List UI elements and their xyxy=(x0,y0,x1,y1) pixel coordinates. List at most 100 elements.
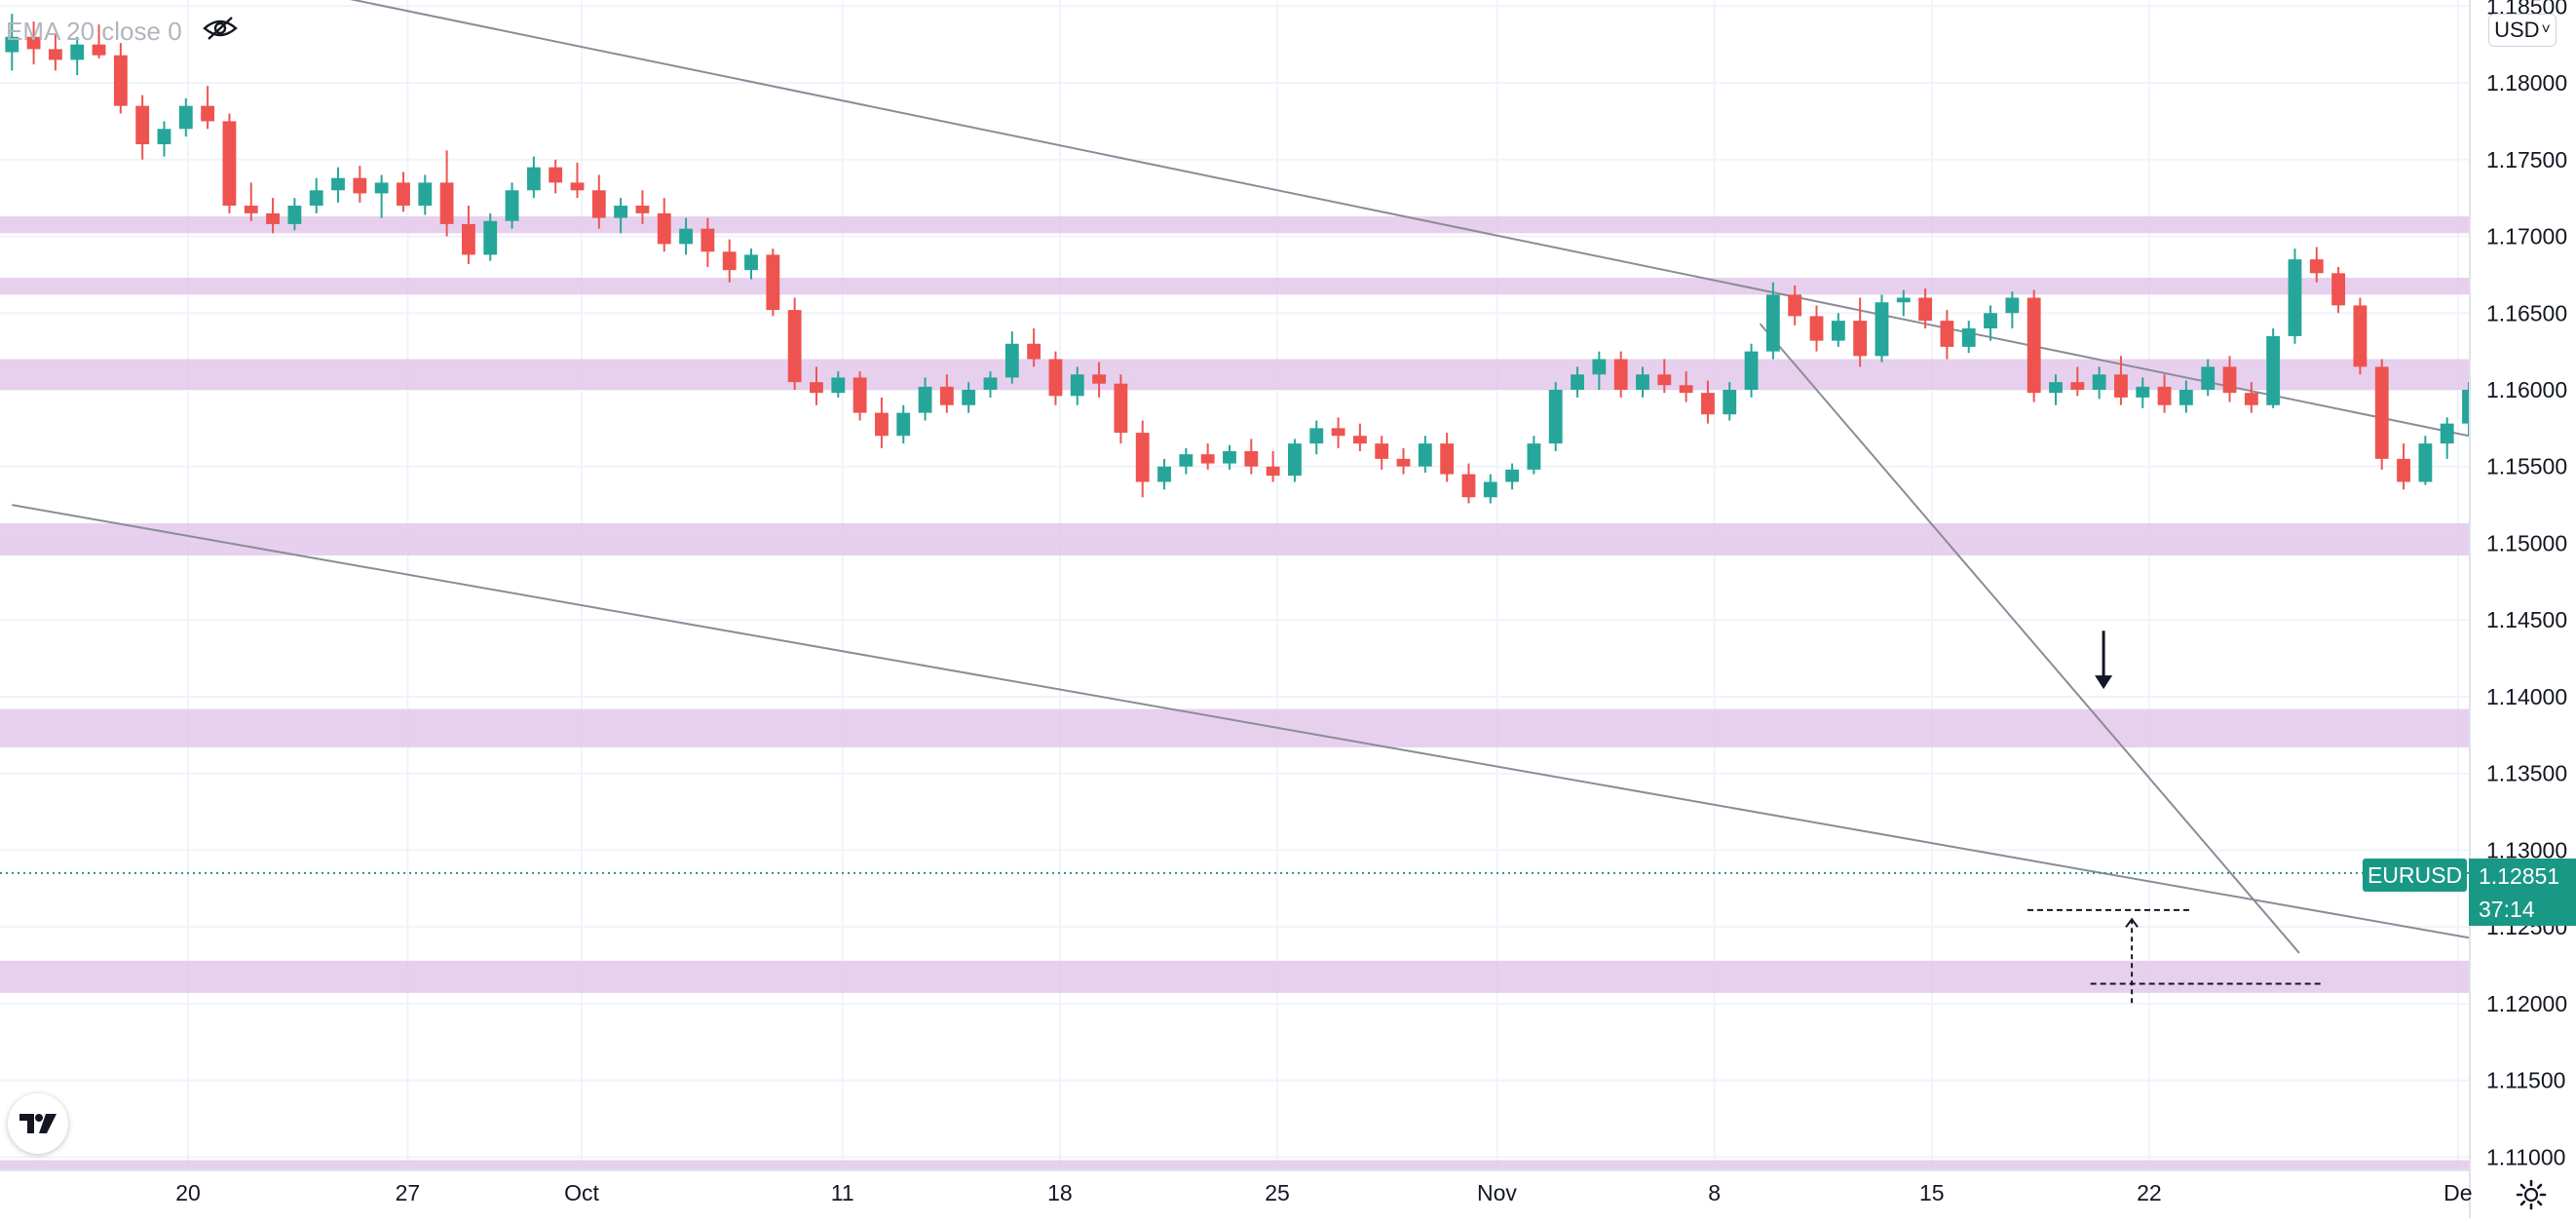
candle-body xyxy=(744,254,758,271)
price-tick-label: 1.16500 xyxy=(2486,300,2567,325)
price-tick-label: 1.15000 xyxy=(2486,530,2567,555)
trendlines xyxy=(12,0,2470,954)
candle-body xyxy=(266,212,280,224)
time-axis xyxy=(0,1169,2469,1218)
candle-body xyxy=(1375,443,1389,459)
trendline xyxy=(349,0,2470,438)
candle-body xyxy=(2136,386,2150,398)
candle-body xyxy=(1984,313,1997,329)
candle-body xyxy=(2418,443,2433,482)
candle-body xyxy=(374,182,389,194)
candle-body xyxy=(1092,374,1106,384)
price-tick-label: 1.17000 xyxy=(2486,224,2567,249)
candle-body xyxy=(2353,305,2368,367)
candle-body xyxy=(1831,321,1845,341)
indicator-legend[interactable]: EMA 20 close 0 xyxy=(6,14,239,49)
candle-body xyxy=(461,223,475,255)
candle-body xyxy=(505,190,519,221)
candle-body xyxy=(1244,450,1259,467)
candle-body xyxy=(331,177,345,191)
candle-body xyxy=(787,310,802,383)
candle-body xyxy=(439,182,454,224)
time-tick-label: De xyxy=(2443,1180,2472,1205)
candle-body xyxy=(1048,359,1063,397)
candle-body xyxy=(1070,374,1084,397)
candle-body xyxy=(1527,443,1541,470)
price-tick-label: 1.14500 xyxy=(2486,607,2567,632)
time-tick-label: 11 xyxy=(831,1180,854,1205)
time-tick-label: 20 xyxy=(175,1180,201,1205)
candle-body xyxy=(635,206,650,213)
indicator-label[interactable]: EMA 20 close 0 xyxy=(6,16,182,46)
candle-body xyxy=(1505,469,1520,482)
candlesticks xyxy=(5,14,2576,504)
candle-body xyxy=(1135,433,1150,482)
candle-body xyxy=(1918,297,1933,322)
candle-body xyxy=(939,386,954,405)
candle-body xyxy=(1765,294,1780,352)
candle-body xyxy=(2244,393,2258,405)
candle-body xyxy=(418,182,433,207)
candle-body xyxy=(70,44,85,60)
candle-body xyxy=(1636,374,1649,390)
currency-select[interactable]: USD ˅ xyxy=(2488,14,2557,47)
candle-body xyxy=(2178,390,2193,405)
candle-body xyxy=(1679,385,1693,394)
candle-body xyxy=(2005,297,2020,314)
candle-body xyxy=(722,251,737,271)
candle-body xyxy=(1896,297,1911,303)
candle-body xyxy=(2331,273,2346,306)
trendline xyxy=(12,504,2470,939)
candle-body xyxy=(1483,481,1497,498)
eye-crossed-icon[interactable] xyxy=(202,15,239,49)
candle-body xyxy=(1592,359,1607,375)
candle-body xyxy=(962,390,976,405)
candle-body xyxy=(1418,443,1432,467)
candle-body xyxy=(309,190,323,207)
candle-body xyxy=(875,412,889,437)
price-tick-label: 1.17500 xyxy=(2486,147,2567,172)
candle-body xyxy=(353,177,367,194)
candle-body xyxy=(287,206,302,224)
tradingview-logo[interactable] xyxy=(8,1093,68,1154)
candle-body xyxy=(1309,428,1324,444)
candle-body xyxy=(1940,321,1954,347)
candle-body xyxy=(2397,458,2410,482)
candle-body xyxy=(766,254,780,311)
trendline xyxy=(1759,323,2300,954)
time-tick-label: 25 xyxy=(1265,1180,1290,1205)
sr-zone xyxy=(0,960,2469,993)
candle-body xyxy=(1440,443,1455,475)
candle-body xyxy=(1027,343,1042,360)
gear-icon xyxy=(2516,1179,2547,1210)
candle-body xyxy=(1723,390,1737,415)
candle-body xyxy=(526,167,541,191)
candle-body xyxy=(1809,316,1824,341)
candle-body xyxy=(1613,359,1628,390)
candle-body xyxy=(2092,374,2106,390)
candle-body xyxy=(1548,390,1563,444)
price-axis xyxy=(2469,0,2576,1218)
last-price-label: 1.12851 xyxy=(2469,859,2576,894)
candle-body xyxy=(918,386,932,413)
time-tick-label: Oct xyxy=(564,1180,599,1205)
price-tick-label: 1.11000 xyxy=(2486,1144,2565,1169)
candle-body xyxy=(113,55,128,106)
candle-body xyxy=(1701,393,1715,415)
currency-label: USD xyxy=(2494,18,2540,42)
candle-body xyxy=(397,182,410,207)
candle-body xyxy=(2157,386,2172,405)
candle-body xyxy=(5,36,19,53)
candle-body xyxy=(92,44,106,56)
settings-button[interactable] xyxy=(2512,1177,2551,1212)
sr-zone xyxy=(0,278,2469,295)
candle-body xyxy=(657,212,671,245)
candle-body xyxy=(1853,321,1868,357)
symbol-tag: EURUSD xyxy=(2363,859,2467,892)
candle-body xyxy=(1157,466,1171,482)
price-tick-label: 1.13500 xyxy=(2486,761,2567,786)
candle-body xyxy=(852,377,867,413)
